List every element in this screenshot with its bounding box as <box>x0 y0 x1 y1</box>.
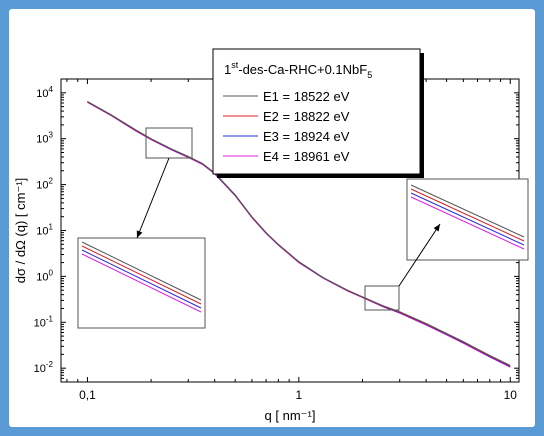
inset-series-line <box>410 188 525 242</box>
legend-entry: E1 = 18522 eV <box>263 89 350 104</box>
series-line <box>87 100 511 366</box>
right-arrow <box>398 223 441 287</box>
legend-box <box>212 48 421 175</box>
left-arrow-head <box>136 230 143 238</box>
y-tick-label: 10-1 <box>34 314 54 329</box>
right-zoom-box <box>364 285 400 311</box>
inset-series-line <box>410 196 525 250</box>
x-tick-label: 1 <box>295 388 302 402</box>
right-arrow-head <box>433 224 440 232</box>
y-tick-label: 101 <box>36 223 53 238</box>
inset-series-line <box>81 245 202 305</box>
x-tick-label: 10 <box>504 388 518 402</box>
left-arrow <box>136 157 170 239</box>
scattering-chart: 0,1 1 10 10-2 10-1 100 101 102 103 104 q [ nm⁻¹] dσ… <box>13 48 529 423</box>
left-zoom-box <box>145 127 193 159</box>
y-tick-label: 104 <box>36 85 53 100</box>
legend-entry: E3 = 18924 eV <box>263 129 350 144</box>
legend-entry: E2 = 18822 eV <box>263 109 350 124</box>
inset-series-line <box>410 184 525 238</box>
inset-series-line <box>410 192 525 246</box>
y-tick-label: 103 <box>36 131 53 146</box>
inset-series-line <box>81 249 202 309</box>
y-tick-label: 102 <box>36 177 53 192</box>
y-tick-label: 100 <box>36 268 53 283</box>
inset-series-line <box>81 253 202 313</box>
chart-panel: 0,1 1 10 10-2 10-1 100 101 102 103 104 q [ nm⁻¹] dσ… <box>9 9 535 427</box>
x-tick-label: 0,1 <box>79 388 96 402</box>
y-axis-label: dσ / dΩ (q) [ cm⁻¹] <box>13 178 28 284</box>
inset-series-line <box>81 241 202 301</box>
x-axis-label: q [ nm⁻¹] <box>265 408 316 423</box>
legend-title: 1st-des-Ca-RHC+0.1NbF5 <box>224 60 372 80</box>
legend-entry: E4 = 18961 eV <box>263 149 350 164</box>
y-tick-label: 10-2 <box>34 360 54 375</box>
